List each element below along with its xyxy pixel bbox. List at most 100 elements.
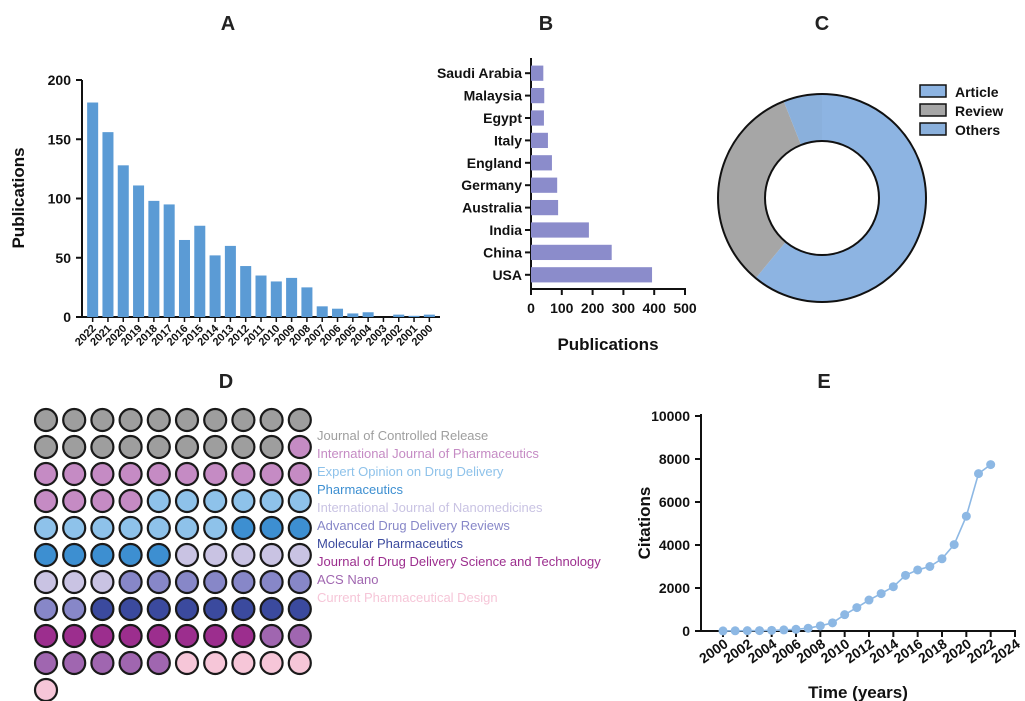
panel-d-waffle-cell xyxy=(176,652,198,674)
panel-e-point xyxy=(938,554,947,563)
panel-d-waffle-cell xyxy=(289,436,311,458)
panel-e-ytick-label: 2000 xyxy=(659,580,690,596)
panel-b-bar xyxy=(531,110,544,125)
panel-d-waffle-cell xyxy=(63,490,85,512)
panel-d-waffle-cell xyxy=(120,544,142,566)
panel-d-waffle-cell xyxy=(63,517,85,539)
panel-d-waffle-cell xyxy=(232,490,254,512)
panel-b-xtick-label: 300 xyxy=(612,300,636,316)
panel-d-waffle-cell xyxy=(120,517,142,539)
panel-a-ytick-label: 200 xyxy=(48,72,72,88)
panel-d-waffle-cell xyxy=(261,463,283,485)
panel-d-waffle-cell xyxy=(91,598,113,620)
panel-d-waffle-cell xyxy=(91,490,113,512)
panel-e-point xyxy=(816,621,825,630)
panel-a-bar xyxy=(225,246,236,317)
panel-d-waffle-cell xyxy=(35,679,57,701)
panel-a-bar xyxy=(133,185,144,317)
panel-d-waffle-cell xyxy=(35,598,57,620)
panel-a-ytick-label: 50 xyxy=(55,250,71,266)
panel-a-bar xyxy=(271,281,282,317)
panel-e-point xyxy=(925,562,934,571)
panel-b-bar xyxy=(531,267,652,282)
panel-e-point xyxy=(974,469,983,478)
panel-e: E Citations Time (years) 020004000600080… xyxy=(635,371,1023,701)
panel-d-waffle-cell xyxy=(120,463,142,485)
panel-d-waffle-cell xyxy=(232,625,254,647)
panel-d-waffle-cell xyxy=(289,517,311,539)
panel-d-waffle-cell xyxy=(176,625,198,647)
panel-e-xtick-label: 2024 xyxy=(988,635,1023,666)
panel-d-waffle-cell xyxy=(35,571,57,593)
panel-d-waffle-cell xyxy=(35,490,57,512)
panel-d-waffle-cell xyxy=(261,517,283,539)
panel-d-waffle-cell xyxy=(232,571,254,593)
panel-d-waffle-cell xyxy=(204,463,226,485)
panel-d-waffle-cell xyxy=(148,652,170,674)
panel-e-point xyxy=(889,582,898,591)
panel-c-legend-label: Others xyxy=(955,122,1000,138)
panel-b-ytick-label: USA xyxy=(492,267,522,283)
panel-d-waffle-cell xyxy=(232,409,254,431)
panel-d-waffle-cell xyxy=(289,652,311,674)
panel-e-letter: E xyxy=(817,371,830,393)
panel-e-point xyxy=(913,565,922,574)
panel-d-waffle-cell xyxy=(120,490,142,512)
panel-b-xtick-label: 200 xyxy=(581,300,605,316)
panel-e-ylabel: Citations xyxy=(635,487,654,560)
panel-d-waffle-cell xyxy=(261,409,283,431)
panel-d-waffle-cell xyxy=(204,517,226,539)
panel-d-legend-label: International Journal of Pharmaceutics xyxy=(317,446,539,461)
panel-d-waffle-cell xyxy=(63,544,85,566)
panel-d-waffle-cell xyxy=(148,544,170,566)
panel-d-waffle-cell xyxy=(289,571,311,593)
panel-b-ytick-label: Germany xyxy=(461,177,522,193)
panel-d-legend-label: ACS Nano xyxy=(317,572,378,587)
panel-d-waffle-cell xyxy=(120,436,142,458)
panel-d-waffle-cell xyxy=(232,598,254,620)
panel-c-legend-swatch xyxy=(920,85,946,97)
panel-d-waffle-cell xyxy=(176,436,198,458)
panel-d-waffle-cell xyxy=(261,436,283,458)
panel-b-bar xyxy=(531,66,543,81)
panel-d-waffle-cell xyxy=(176,409,198,431)
panel-b-bar xyxy=(531,222,589,237)
panel-d-waffle-cell xyxy=(91,652,113,674)
panel-a-bar xyxy=(148,201,159,317)
panel-d-legend-label: Current Pharmaceutical Design xyxy=(317,590,498,605)
panel-d-waffle-cell xyxy=(91,436,113,458)
panel-b-xtick-label: 100 xyxy=(550,300,574,316)
panel-e-point xyxy=(804,624,813,633)
panel-b-bar xyxy=(531,88,544,103)
panel-d-waffle-cell xyxy=(204,571,226,593)
panel-d-waffle-cell xyxy=(204,598,226,620)
panel-e-point xyxy=(755,626,764,635)
panel-d-waffle-cell xyxy=(176,544,198,566)
panel-e-point xyxy=(840,610,849,619)
panel-d-waffle-cell xyxy=(261,625,283,647)
panel-e-point xyxy=(719,626,728,635)
panel-d-waffle-cell xyxy=(120,571,142,593)
panel-d-waffle-cell xyxy=(35,463,57,485)
panel-c-legend-swatch xyxy=(920,104,946,116)
panel-b-ytick-label: England xyxy=(467,155,522,171)
panel-d-waffle-cell xyxy=(261,652,283,674)
panel-c-legend-label: Article xyxy=(955,84,999,100)
panel-d-waffle-cell xyxy=(176,517,198,539)
panel-d-waffle-cell xyxy=(148,517,170,539)
panel-d-waffle-cell xyxy=(204,409,226,431)
panel-b-xtick-label: 0 xyxy=(527,300,535,316)
panel-d-waffle-cell xyxy=(204,490,226,512)
panel-d-waffle-cell xyxy=(289,598,311,620)
panel-b-letter: B xyxy=(539,13,553,35)
panel-d-legend-label: Journal of Drug Delivery Science and Tec… xyxy=(317,554,601,569)
panel-a-bar xyxy=(424,315,435,317)
panel-d-waffle-cell xyxy=(148,571,170,593)
panel-d-waffle-cell xyxy=(63,652,85,674)
panel-b-ytick-label: Australia xyxy=(462,200,522,216)
panel-d: D Journal of Controlled ReleaseInternati… xyxy=(35,371,601,701)
panel-a-bar xyxy=(102,132,113,317)
panel-b-bar xyxy=(531,178,557,193)
panel-d-letter: D xyxy=(219,371,233,393)
